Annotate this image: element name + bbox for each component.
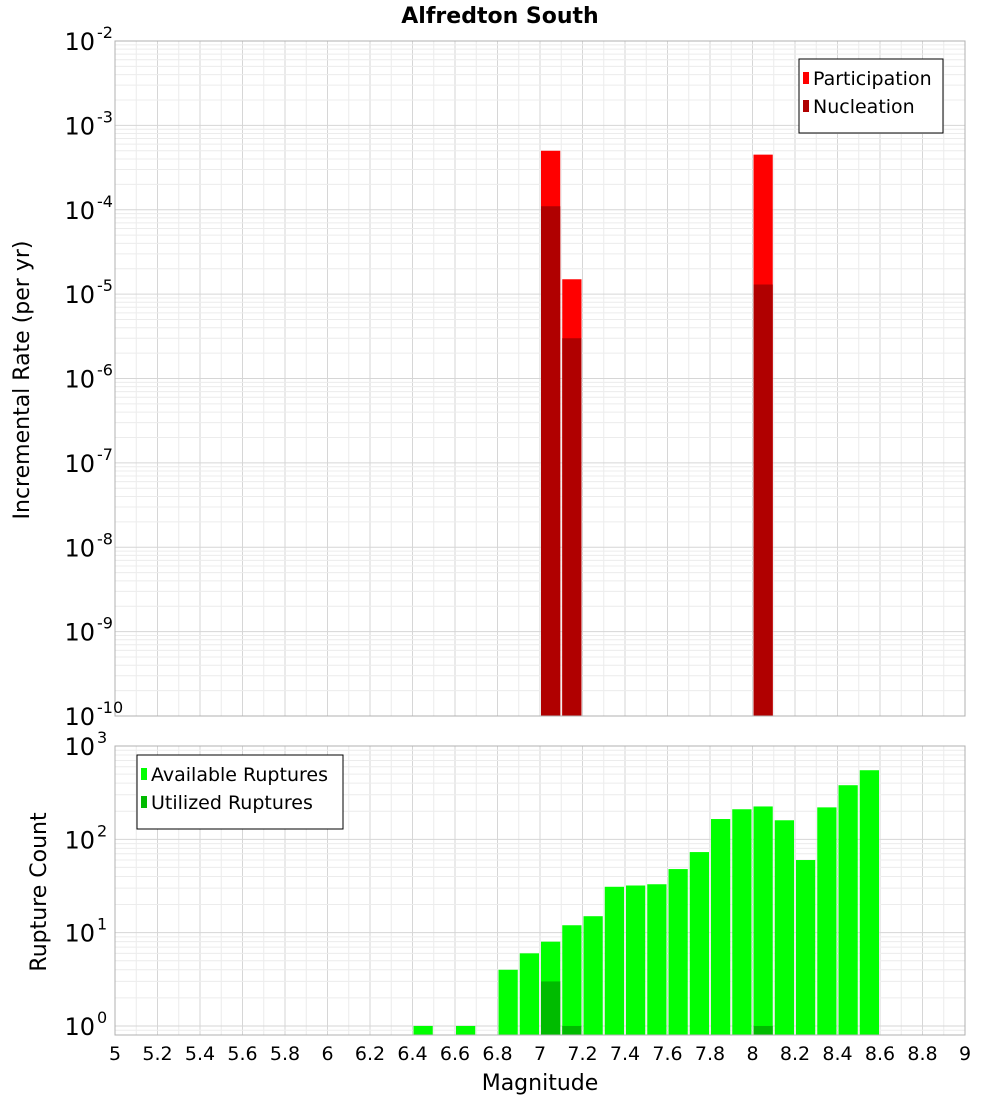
bar-utilized-ruptures <box>562 1025 582 1035</box>
y-tick-exponent: -9 <box>97 614 113 633</box>
bar-available-ruptures <box>859 770 879 1035</box>
top-bars <box>541 150 773 716</box>
y-tick-exponent: -3 <box>97 107 113 126</box>
x-tick-label: 5.4 <box>185 1043 215 1065</box>
bottom-legend: Available Ruptures Utilized Ruptures <box>136 754 344 830</box>
bar-available-ruptures <box>774 820 794 1035</box>
y-tick-exponent: -5 <box>97 276 113 295</box>
bar-utilized-ruptures <box>753 1025 773 1035</box>
bar-available-ruptures <box>796 860 816 1035</box>
x-tick-label: 5.6 <box>227 1043 257 1065</box>
chart-title: Alfredton South <box>401 4 598 29</box>
bar-available-ruptures <box>456 1025 476 1035</box>
y-tick-label: 10 <box>64 112 95 140</box>
y-tick-label: 10 <box>64 28 95 56</box>
bottom-bars <box>413 770 879 1035</box>
y-tick-exponent: -8 <box>97 529 113 548</box>
top-plot-frame <box>114 40 966 717</box>
legend-swatch <box>803 100 809 112</box>
y-tick-label: 10 <box>64 1013 95 1041</box>
bar-available-ruptures <box>413 1025 433 1035</box>
bar-utilized-ruptures <box>541 981 561 1035</box>
y-tick-exponent: 0 <box>97 1008 107 1027</box>
legend-swatch <box>141 796 147 808</box>
legend-swatch <box>803 72 809 84</box>
bar-available-ruptures <box>604 886 624 1035</box>
bar-available-ruptures <box>689 852 709 1035</box>
legend-label: Participation <box>813 68 932 90</box>
bar-available-ruptures <box>519 953 539 1035</box>
bar-available-ruptures <box>732 809 752 1035</box>
y-tick-label: 10 <box>64 703 95 731</box>
y-tick-exponent: -6 <box>97 361 113 380</box>
x-tick-label: 5.8 <box>270 1043 300 1065</box>
x-tick-labels: 5 5.2 5.4 5.6 5.8 6 6.2 6.4 6.6 6.8 7 7.2 7.4 7.6 7.8 8… <box>109 1043 971 1065</box>
x-tick-label: 7.4 <box>610 1043 640 1065</box>
y-tick-label: 10 <box>64 920 95 948</box>
x-tick-label: 7 <box>534 1043 546 1065</box>
legend-swatch <box>141 768 147 780</box>
x-tick-label: 7.2 <box>567 1043 597 1065</box>
y-tick-label: 10 <box>64 619 95 647</box>
x-tick-label: 6.2 <box>355 1043 385 1065</box>
y-tick-label: 10 <box>64 733 95 761</box>
x-tick-label: 8.4 <box>822 1043 852 1065</box>
bar-available-ruptures <box>647 884 667 1035</box>
bar-available-ruptures <box>626 885 646 1035</box>
y-tick-label: 10 <box>64 366 95 394</box>
x-tick-label: 5.2 <box>142 1043 172 1065</box>
bar-available-ruptures <box>817 807 837 1035</box>
legend-label: Utilized Ruptures <box>151 792 313 814</box>
x-tick-label: 6 <box>321 1043 333 1065</box>
x-tick-label: 9 <box>959 1043 971 1065</box>
x-tick-label: 5 <box>109 1043 121 1065</box>
x-tick-label: 8.8 <box>907 1043 937 1065</box>
top-y-axis-label: Incremental Rate (per yr) <box>10 241 35 520</box>
x-tick-label: 8.6 <box>865 1043 895 1065</box>
bar-nucleation <box>753 284 773 716</box>
x-tick-label: 7.8 <box>695 1043 725 1065</box>
y-tick-label: 10 <box>64 826 95 854</box>
bar-available-ruptures <box>583 916 603 1035</box>
y-tick-label: 10 <box>64 450 95 478</box>
x-tick-label: 6.4 <box>397 1043 427 1065</box>
x-tick-label: 6.8 <box>482 1043 512 1065</box>
x-tick-label: 8 <box>746 1043 758 1065</box>
x-tick-label: 8.2 <box>780 1043 810 1065</box>
x-tick-label: 7.6 <box>652 1043 682 1065</box>
legend-box <box>136 754 344 830</box>
bar-nucleation <box>541 206 561 716</box>
bar-available-ruptures <box>711 819 731 1035</box>
y-tick-label: 10 <box>64 281 95 309</box>
bar-available-ruptures <box>562 925 582 1035</box>
legend-label: Nucleation <box>813 96 915 118</box>
y-tick-exponent: -2 <box>97 23 113 42</box>
x-axis-label: Magnitude <box>482 1071 599 1096</box>
bottom-plot-frame <box>114 745 966 1036</box>
y-tick-exponent: 2 <box>97 821 107 840</box>
y-tick-exponent: -7 <box>97 445 113 464</box>
x-tick-label: 6.6 <box>440 1043 470 1065</box>
bar-nucleation <box>562 338 582 716</box>
y-tick-exponent: -4 <box>97 192 113 211</box>
top-legend: Participation Nucleation <box>798 58 944 134</box>
top-panel: 10-210-310-410-510-610-710-810-910-10 In… <box>10 23 966 731</box>
top-gridlines <box>114 41 966 717</box>
y-tick-exponent: 3 <box>97 728 107 747</box>
y-tick-exponent: -10 <box>97 698 123 717</box>
bar-available-ruptures <box>498 969 518 1035</box>
y-tick-label: 10 <box>64 534 95 562</box>
bar-available-ruptures <box>753 806 773 1035</box>
bar-available-ruptures <box>838 785 858 1035</box>
bottom-y-axis-label: Rupture Count <box>27 812 52 972</box>
y-tick-label: 10 <box>64 197 95 225</box>
y-tick-exponent: 1 <box>97 915 107 934</box>
legend-box <box>798 58 944 134</box>
legend-label: Available Ruptures <box>151 764 328 786</box>
top-y-tick-labels: 10-210-310-410-510-610-710-810-910-10 <box>64 23 123 731</box>
bar-available-ruptures <box>668 869 688 1035</box>
